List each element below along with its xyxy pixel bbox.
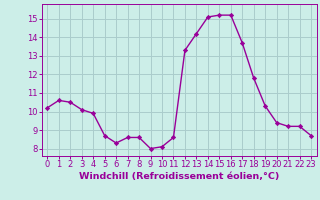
X-axis label: Windchill (Refroidissement éolien,°C): Windchill (Refroidissement éolien,°C) xyxy=(79,172,279,181)
